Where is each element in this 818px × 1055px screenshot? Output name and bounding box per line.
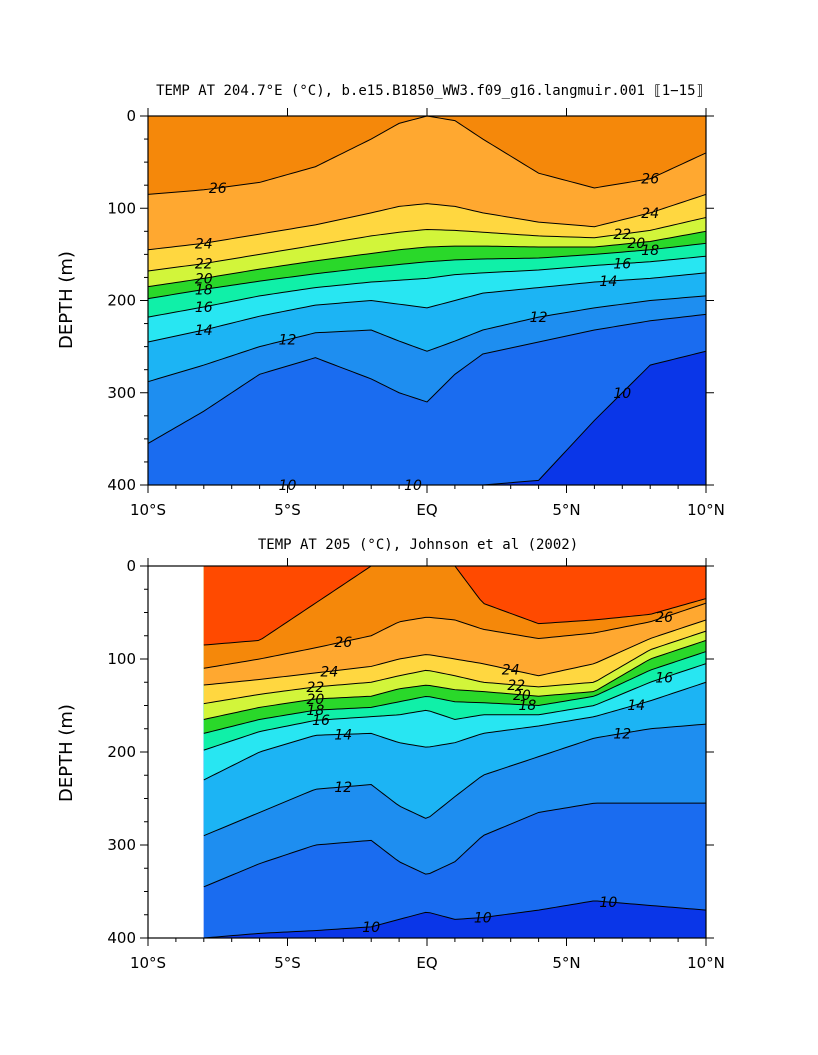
- isotherm-16: [147, 255, 707, 318]
- isotherm-11: [203, 802, 706, 888]
- isotherm-14: [203, 681, 707, 781]
- isotherm-12: [203, 723, 707, 837]
- contour-label: 26: [641, 172, 659, 188]
- contour-label: 10: [613, 386, 631, 402]
- x-tick-label: 5°S: [274, 954, 301, 972]
- isotherm-18: [147, 242, 707, 300]
- contour-label: 24: [195, 236, 213, 252]
- y-tick-label: 0: [126, 107, 136, 125]
- x-tick-label: 5°S: [274, 501, 301, 519]
- y-tick-label: 100: [107, 650, 136, 668]
- chart-title: TEMP AT 204.7°E (°C), b.e15.B1850_WW3.f0…: [156, 83, 704, 99]
- contour-label: 22: [507, 678, 525, 694]
- contour-label: 10: [362, 920, 380, 936]
- contour-label: 14: [627, 698, 645, 714]
- model-temperature-panel: TEMP AT 204.7°E (°C), b.e15.B1850_WW3.f0…: [56, 83, 725, 519]
- x-tick-label: 10°S: [130, 954, 166, 972]
- x-tick-label: EQ: [416, 954, 437, 972]
- contour-label: 26: [209, 181, 227, 197]
- contour-label: 24: [320, 664, 338, 680]
- contour-label: 26: [655, 610, 673, 626]
- contour-label: 16: [655, 671, 673, 687]
- isotherm-16: [203, 663, 707, 751]
- contour-label: 20: [513, 688, 531, 704]
- y-tick-label: 200: [107, 292, 136, 310]
- x-tick-label: 5°N: [552, 954, 580, 972]
- contour-label: 16: [195, 300, 213, 316]
- y-axis-label: DEPTH (m): [56, 704, 77, 802]
- plot-area: 2624222018161412101026242220181614121010…: [107, 107, 725, 519]
- contour-label: 20: [195, 271, 213, 287]
- isotherm-22: [147, 216, 707, 272]
- contour-label: 14: [334, 727, 352, 743]
- isotherm-12: [147, 295, 707, 383]
- x-tick-label: EQ: [416, 501, 437, 519]
- contour-label: 14: [195, 323, 213, 339]
- y-tick-label: 400: [107, 929, 136, 947]
- y-tick-label: 300: [107, 384, 136, 402]
- contour-label: 26: [334, 635, 352, 651]
- contour-label: 24: [641, 206, 659, 222]
- contour-label: 16: [312, 713, 330, 729]
- isotherm-22: [203, 630, 707, 705]
- contour-label: 14: [599, 274, 617, 290]
- isotherm-11: [147, 313, 707, 444]
- x-tick-label: 10°S: [130, 501, 166, 519]
- contour-label: 22: [306, 680, 324, 696]
- contour-label: 12: [613, 726, 631, 742]
- contour-label: 16: [613, 257, 631, 273]
- contour-label: 18: [195, 282, 213, 298]
- y-tick-label: 400: [107, 476, 136, 494]
- isotherm-10: [203, 900, 707, 939]
- contour-label: 12: [334, 780, 352, 796]
- contour-label: 22: [613, 227, 631, 243]
- contour-label: 12: [530, 310, 548, 326]
- contour-label: 12: [279, 333, 297, 349]
- isotherm-14: [147, 272, 707, 343]
- y-tick-label: 300: [107, 836, 136, 854]
- temperature-band-26: [148, 116, 706, 195]
- y-tick-label: 100: [107, 199, 136, 217]
- isotherm-26: [203, 602, 707, 669]
- observed-temperature-panel: TEMP AT 205 (°C), Johnson et al (2002) D…: [56, 537, 725, 972]
- y-axis-label: DEPTH (m): [56, 251, 77, 349]
- isotherm-24: [147, 193, 707, 251]
- x-tick-label: 10°N: [687, 501, 725, 519]
- contour-label: 18: [306, 703, 324, 719]
- x-tick-label: 5°N: [552, 501, 580, 519]
- x-tick-label: 10°N: [687, 954, 725, 972]
- temperature-band-27: [203, 566, 707, 646]
- contour-label: 18: [519, 698, 537, 714]
- contour-label: 10: [404, 478, 422, 494]
- plot-area: 2624222018161412101026242220181614121010…: [107, 557, 725, 972]
- contour-label: 10: [474, 911, 492, 927]
- isotherm-24: [203, 619, 707, 686]
- contour-label: 20: [306, 692, 324, 708]
- y-tick-label: 200: [107, 743, 136, 761]
- isotherm-18: [203, 651, 707, 734]
- contour-label: 18: [641, 243, 659, 259]
- contour-label: 24: [502, 663, 520, 679]
- contour-label: 22: [195, 257, 213, 273]
- y-tick-label: 0: [126, 557, 136, 575]
- isotherm-20: [203, 639, 707, 720]
- chart-title: TEMP AT 205 (°C), Johnson et al (2002): [258, 537, 578, 553]
- contour-label: 10: [599, 895, 617, 911]
- contour-label: 20: [627, 236, 645, 252]
- isotherm-20: [147, 230, 707, 288]
